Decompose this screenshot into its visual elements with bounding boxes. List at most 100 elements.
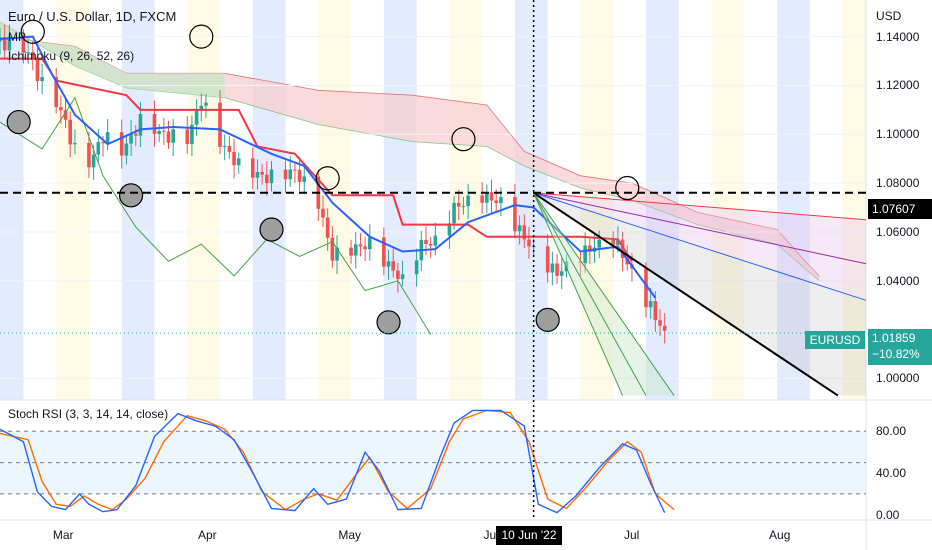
candle-body xyxy=(227,145,232,152)
candle-body xyxy=(87,143,91,168)
candle-body xyxy=(152,113,157,134)
stoch-rsi-label[interactable]: Stoch RSI (3, 3, 14, 14, close) xyxy=(8,407,169,421)
candle-body xyxy=(265,174,269,184)
candle-body xyxy=(190,124,194,145)
candle-body xyxy=(297,169,302,182)
candle-body xyxy=(91,154,96,168)
session-band xyxy=(0,0,24,400)
candle-body xyxy=(96,142,101,155)
candle-body xyxy=(489,192,494,201)
candle-body xyxy=(40,77,44,82)
candle-body xyxy=(293,169,297,171)
candle-body xyxy=(283,169,288,180)
candle-body xyxy=(321,208,325,218)
candle-body xyxy=(157,130,161,134)
candle-body xyxy=(138,113,143,136)
candle-body xyxy=(133,133,138,136)
filled-pivot-marker xyxy=(259,217,284,242)
candle-body xyxy=(7,36,12,51)
candle-body xyxy=(330,237,335,261)
candle-body xyxy=(480,195,484,203)
candle-body xyxy=(218,102,222,147)
candle-body xyxy=(616,239,620,245)
candle-body xyxy=(162,130,166,132)
candle-body xyxy=(485,192,489,203)
fan-line xyxy=(533,192,867,221)
candle-body xyxy=(68,119,73,145)
candle-body xyxy=(222,145,227,147)
candle-body xyxy=(400,274,405,280)
pivot-markers xyxy=(6,19,640,335)
time-tick-label: Apr xyxy=(197,528,217,542)
candle-body xyxy=(414,260,419,275)
candle-body xyxy=(2,36,7,51)
price-tick-label: 1.14000 xyxy=(876,29,920,44)
candle-body xyxy=(499,197,503,204)
candle-body xyxy=(527,239,531,247)
candle-body xyxy=(194,110,199,125)
candle-body xyxy=(349,247,353,256)
symbol-tag: EURUSD xyxy=(805,331,865,349)
candle-body xyxy=(545,246,550,273)
filled-pivot-marker xyxy=(118,183,144,208)
candle-body xyxy=(424,239,428,244)
last-price-change: −10.82% xyxy=(872,347,920,361)
candle-body xyxy=(564,261,569,272)
session-band xyxy=(711,0,745,400)
price-candles xyxy=(0,24,667,344)
candle-body xyxy=(30,52,35,59)
candle-body xyxy=(325,217,330,238)
candle-body xyxy=(662,325,667,331)
candle-body xyxy=(466,195,470,207)
hollow-pivot-marker xyxy=(20,19,45,44)
session-band xyxy=(187,0,221,400)
price-tick-label: 1.08000 xyxy=(876,176,920,191)
candle-body xyxy=(288,169,293,180)
candle-body xyxy=(433,235,438,246)
candle-body xyxy=(232,151,236,166)
candle-body xyxy=(368,237,372,250)
fan-line xyxy=(533,192,647,396)
candle-body xyxy=(550,263,555,273)
candle-body xyxy=(35,58,40,82)
last-price-value: 1.01859 xyxy=(872,331,916,345)
stoch-tick-label: 0.00 xyxy=(876,507,900,522)
candle-body xyxy=(494,200,498,204)
candle-body xyxy=(658,320,662,326)
candle-body xyxy=(124,143,129,156)
candle-body xyxy=(396,270,400,280)
horizontal-line-price-tag: 1.07607 xyxy=(868,199,932,219)
candle-body xyxy=(452,202,456,224)
candle-body xyxy=(597,239,601,248)
candle-body xyxy=(335,247,339,261)
price-tick-label: 1.00000 xyxy=(876,371,920,386)
candle-body xyxy=(588,245,592,252)
hollow-pivot-marker xyxy=(315,166,340,191)
session-band xyxy=(383,0,417,400)
hollow-pivot-marker xyxy=(451,127,476,152)
candle-body xyxy=(428,243,433,246)
candle-body xyxy=(513,197,517,232)
candle-body xyxy=(555,263,559,276)
mp-indicator-label[interactable]: MP xyxy=(8,30,26,44)
filled-pivot-marker xyxy=(535,307,560,332)
candle-body xyxy=(391,261,396,271)
candle-body xyxy=(255,171,260,178)
price-tick-label: 1.10000 xyxy=(876,127,920,142)
filled-pivot-marker xyxy=(376,310,401,335)
ichimoku-indicator-label[interactable]: Ichimoku (9, 26, 52, 26) xyxy=(8,49,135,63)
stoch-tick-label: 40.00 xyxy=(876,466,907,481)
candle-body xyxy=(456,202,461,207)
candle-body xyxy=(620,239,625,258)
candle-body xyxy=(363,246,367,250)
fan-line xyxy=(533,192,675,396)
candle-body xyxy=(353,244,358,256)
time-tick-label: Mar xyxy=(52,528,74,542)
session-band xyxy=(318,0,352,400)
candle-body xyxy=(199,105,204,111)
time-tick-label: Jun xyxy=(483,528,503,542)
stoch-tick-label: 80.00 xyxy=(876,424,907,439)
candle-body xyxy=(522,225,527,240)
candle-body xyxy=(73,143,77,145)
candle-body xyxy=(382,237,386,267)
